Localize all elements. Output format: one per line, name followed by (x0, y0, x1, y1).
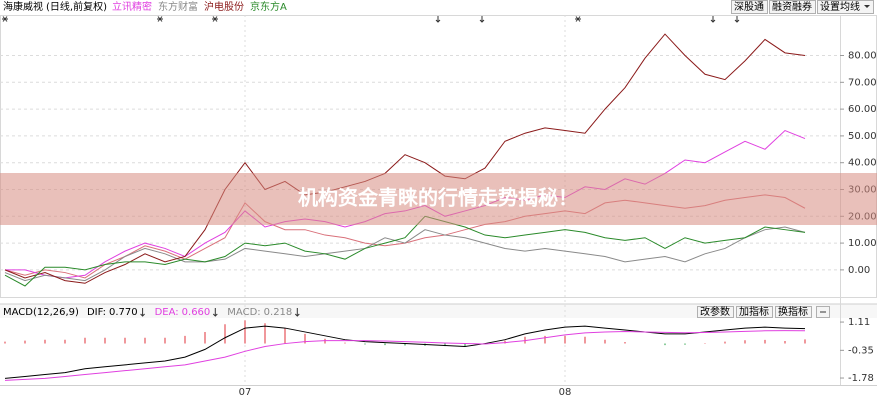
y-tick-label: 50.00 (848, 131, 877, 142)
period-label: (日线,前复权) (46, 0, 107, 13)
y-tick-label: 60.00 (848, 104, 877, 115)
button-label[interactable]: 换指标 (778, 305, 808, 318)
arrow-head (212, 313, 218, 317)
button-frame[interactable] (736, 306, 773, 318)
indicator-name: DIF: (87, 307, 106, 318)
button-label[interactable]: 改参数 (700, 305, 730, 318)
y-tick-label: 1.11 (848, 317, 870, 328)
indicator-value: 0.218 (264, 307, 293, 318)
price-line (4, 215, 806, 287)
x-tick-label: 08 (559, 387, 572, 398)
legend-label: 沪电股份 (204, 0, 244, 13)
x-tick-label: 07 (239, 387, 252, 398)
indicator-button[interactable]: 改参数 (697, 305, 734, 318)
legend-label: 海康威视 (3, 0, 43, 13)
indicator-value: 0.770 (109, 307, 138, 318)
button-frame[interactable] (731, 0, 768, 14)
y-tick-label: 10.00 (848, 238, 877, 249)
legend-label: 京东方A (250, 0, 287, 13)
y-tick-label: -1.78 (848, 373, 874, 384)
indicator-name: DEA: (155, 307, 179, 318)
star-marker (575, 16, 581, 22)
arrow-head (140, 313, 145, 317)
button-frame[interactable] (817, 0, 874, 14)
indicator-name: MACD: (227, 307, 260, 318)
button-label[interactable]: 融资融券 (772, 0, 812, 13)
price-line (4, 226, 806, 282)
button-frame[interactable] (775, 306, 812, 318)
indicator-value: 0.660 (182, 307, 211, 318)
banner-text: 机构资金青睐的行情走势揭秘！ (298, 186, 578, 210)
button-label[interactable]: 加指标 (739, 305, 769, 318)
macd-line (4, 325, 806, 379)
macd-line (4, 330, 806, 381)
arrow-marker (734, 16, 740, 23)
collapse-button[interactable] (816, 306, 830, 318)
star-marker (212, 16, 218, 22)
button-frame[interactable] (769, 0, 816, 14)
toolbar-button[interactable]: 融资融券 (769, 0, 816, 14)
indicator-header-bg (0, 304, 877, 318)
arrow-head (294, 313, 300, 317)
trend-arrow (294, 308, 300, 317)
button-label[interactable]: 深股通 (734, 1, 764, 13)
trend-arrow (140, 308, 145, 317)
toolbar-button[interactable]: 设置均线 (817, 0, 874, 14)
star-marker (157, 16, 163, 22)
legend-label: 东方财富 (158, 0, 198, 13)
toolbar-button[interactable]: 深股通 (731, 0, 768, 14)
event-markers (2, 16, 740, 23)
y-tick-label: 70.00 (848, 77, 877, 88)
legend-label: 立讯精密 (112, 0, 152, 13)
y-tick-label: 0.00 (848, 265, 870, 276)
indicator-title: MACD(12,26,9) (3, 307, 79, 318)
y-tick-label: -0.35 (848, 345, 874, 356)
arrow-marker (710, 16, 716, 23)
dropdown-caret[interactable] (864, 5, 870, 8)
indicator-button[interactable]: 加指标 (736, 305, 773, 318)
button-label[interactable]: 设置均线 (820, 0, 860, 13)
star-marker (2, 16, 8, 22)
y-tick-label: 80.00 (848, 51, 877, 62)
button-frame[interactable] (697, 306, 734, 318)
trend-arrow (212, 308, 218, 317)
banner-band (0, 173, 877, 225)
price-line (4, 33, 806, 284)
arrow-marker (435, 16, 441, 23)
indicator-button[interactable]: 换指标 (775, 305, 812, 318)
y-tick-label: 40.00 (848, 158, 877, 169)
arrow-marker (479, 16, 485, 23)
